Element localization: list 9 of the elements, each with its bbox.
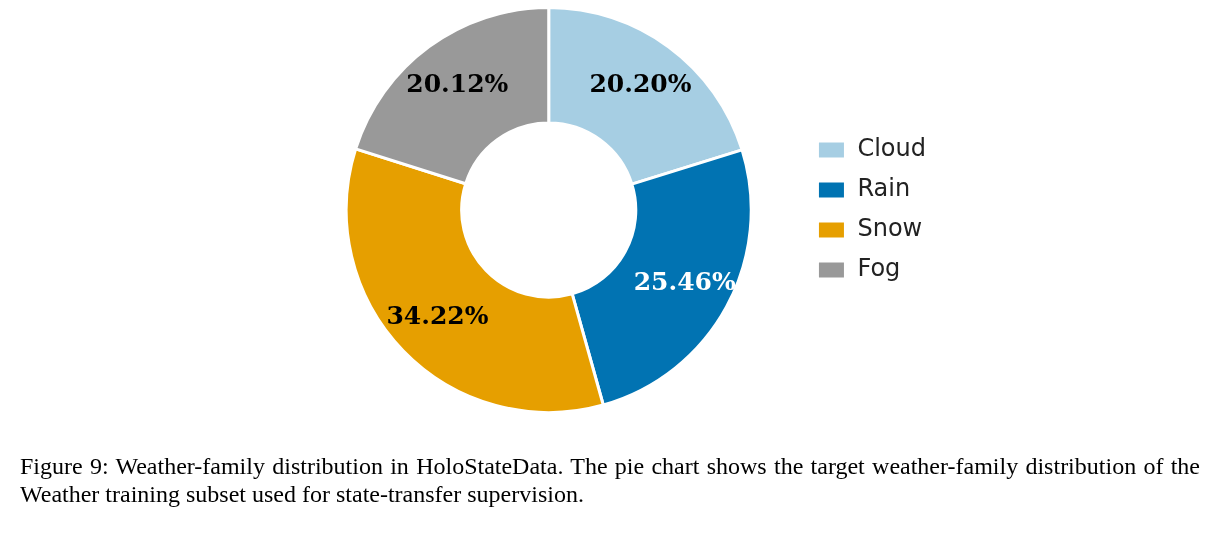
legend-label: Fog bbox=[857, 254, 901, 283]
legend-label: Rain bbox=[857, 174, 911, 203]
legend-label: Snow bbox=[857, 214, 923, 243]
data-label: 25.46% bbox=[633, 267, 736, 297]
data-label: 34.22% bbox=[386, 301, 489, 331]
caption: Figure 9: Weather-family distribution in HoloStateData. The pie chart shows the target weather-family distribution of the Weather training subset used for state-transfer supervision. bbox=[20, 452, 1200, 508]
data-label: 20.12% bbox=[406, 68, 509, 98]
legend-label: Cloud bbox=[857, 134, 927, 163]
data-label: 20.20% bbox=[589, 68, 692, 98]
